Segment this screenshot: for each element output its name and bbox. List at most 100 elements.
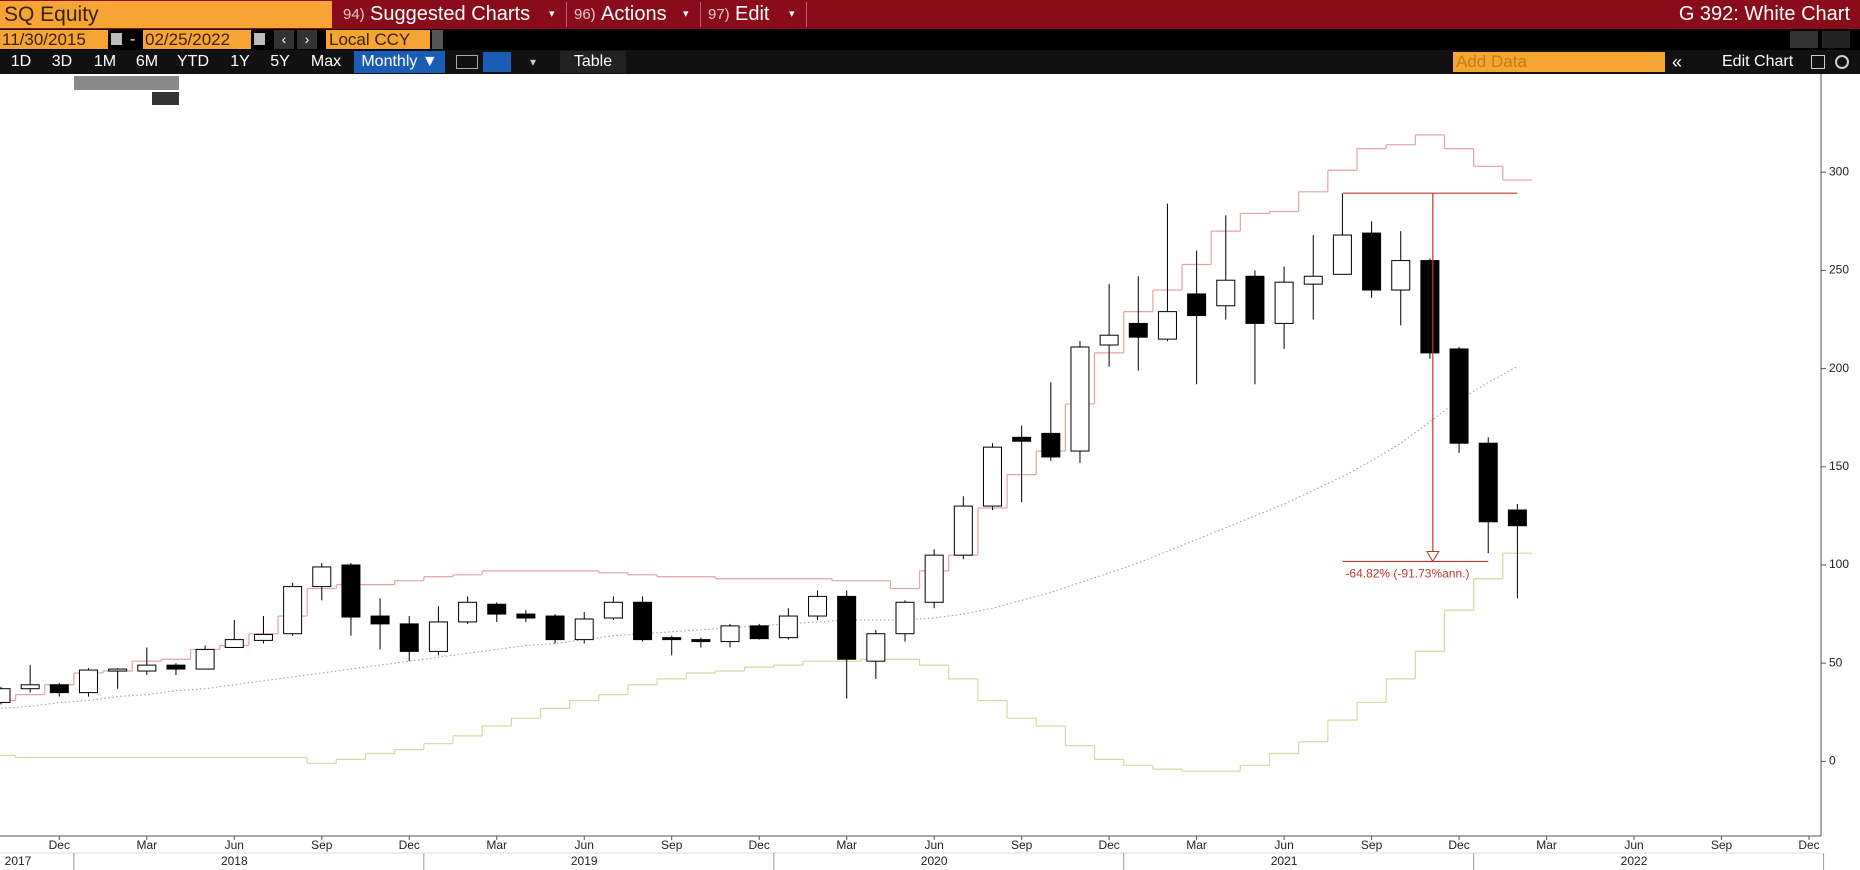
chart-dropdown[interactable]: ▾ (530, 55, 537, 69)
candle-body (1274, 281, 1294, 324)
period-button[interactable]: 1Y (230, 53, 250, 70)
menu-divider (700, 2, 701, 27)
menu-divider (806, 2, 807, 27)
edit-chart-button[interactable]: Edit Chart (1722, 53, 1794, 70)
y-tick-label: 250 (1829, 263, 1849, 277)
x-tick-label: Dec (1448, 838, 1469, 852)
candle-body (1332, 234, 1352, 275)
period-button[interactable]: 1D (10, 53, 32, 70)
tool-settings[interactable] (152, 92, 179, 105)
candle-body (428, 621, 448, 652)
candle-body (691, 639, 711, 643)
calendar-icon[interactable] (254, 33, 265, 45)
menu-arrow[interactable]: ▾ (789, 8, 795, 20)
period-button[interactable]: 5Y (270, 53, 290, 70)
candle-body (1478, 442, 1498, 523)
y-tick-label: 200 (1829, 361, 1849, 375)
date-separator: - (130, 31, 136, 48)
candle-body (1245, 275, 1265, 324)
period-button[interactable]: 1M (93, 53, 117, 70)
candle-body (1362, 232, 1382, 291)
x-tick-label: Sep (1711, 838, 1733, 852)
candle-body (1099, 334, 1119, 346)
menu-number[interactable]: 94) (343, 6, 365, 23)
edit-icon[interactable] (1811, 55, 1825, 69)
currency-dropdown[interactable] (432, 30, 443, 49)
candle-body (0, 688, 11, 703)
candle-body (603, 601, 623, 619)
period-button[interactable]: 3D (51, 53, 73, 70)
x-tick-label: Mar (486, 838, 507, 852)
menu-label[interactable]: Actions (601, 3, 667, 25)
candle-body (1507, 509, 1527, 527)
candle-body (224, 639, 244, 648)
candle-body (633, 601, 653, 641)
candle-body (866, 633, 886, 662)
menu-arrow[interactable]: ▾ (683, 8, 689, 20)
settings-icon[interactable] (1835, 55, 1849, 69)
candle-body (166, 664, 186, 670)
y-tick-label: 300 (1829, 164, 1849, 178)
y-tick-label: 100 (1829, 557, 1849, 571)
x-tick-label: Sep (311, 838, 333, 852)
x-tick-label: Sep (1011, 838, 1033, 852)
year-label: 2017 (5, 854, 32, 868)
candle-body (399, 623, 419, 652)
menu-arrow[interactable]: ▾ (549, 8, 555, 20)
candle-body (808, 595, 828, 617)
candle-body (1420, 260, 1440, 354)
y-tick-label: 0 (1829, 754, 1836, 768)
candle-chart-icon[interactable] (483, 52, 511, 72)
frequency-button[interactable]: Monthly ▼ (354, 51, 445, 73)
collapse-button[interactable]: « (1672, 52, 1683, 72)
next-button[interactable]: › (297, 30, 317, 49)
menu-label[interactable]: Suggested Charts (370, 3, 531, 25)
period-button[interactable]: 6M (135, 53, 159, 70)
x-tick-label: Jun (924, 838, 943, 852)
y-tick-label: 150 (1829, 459, 1849, 473)
period-button[interactable]: Max (310, 53, 342, 70)
menu-number[interactable]: 96) (574, 6, 596, 23)
candle-body (108, 668, 128, 672)
x-tick-label: Sep (661, 838, 683, 852)
candle-body (837, 595, 857, 660)
table-button[interactable]: Table (560, 51, 626, 73)
security-field[interactable]: SQ Equity (0, 1, 332, 28)
candle-body (953, 505, 973, 556)
candle-body (1303, 275, 1323, 285)
x-tick-label: Mar (136, 838, 157, 852)
candle-body (516, 613, 536, 619)
undo-button[interactable] (1790, 31, 1818, 48)
x-tick-label: Jun (575, 838, 594, 852)
candle-body (1070, 346, 1090, 452)
candle-body (1128, 322, 1148, 338)
candle-body (20, 684, 40, 690)
x-tick-label: Jun (1624, 838, 1643, 852)
x-tick-label: Mar (836, 838, 857, 852)
annotation-tools[interactable] (74, 76, 179, 90)
year-label: 2018 (221, 854, 248, 868)
candle-body (341, 564, 361, 618)
candle-body (487, 603, 507, 615)
prev-button[interactable]: ‹ (274, 30, 294, 49)
date-bar (0, 29, 1860, 50)
redo-button[interactable] (1822, 31, 1850, 48)
add-data-field[interactable]: Add Data (1453, 52, 1665, 72)
candle-body (1187, 293, 1207, 317)
menu-number[interactable]: 97) (708, 6, 730, 23)
end-date[interactable]: 02/25/2022 (143, 30, 251, 49)
candle-body (1391, 260, 1411, 291)
menu-label[interactable]: Edit (735, 3, 770, 25)
candle-body (370, 615, 390, 625)
x-tick-label: Dec (1798, 838, 1819, 852)
candle-body (1216, 279, 1236, 307)
start-date[interactable]: 11/30/2015 (0, 30, 108, 49)
y-tick-label: 50 (1829, 655, 1843, 669)
x-tick-label: Jun (1274, 838, 1293, 852)
calendar-icon[interactable] (111, 33, 122, 45)
line-chart-icon[interactable] (456, 55, 478, 69)
x-tick-label: Mar (1186, 838, 1207, 852)
currency-field[interactable]: Local CCY (326, 30, 430, 49)
period-button[interactable]: YTD (177, 53, 209, 70)
